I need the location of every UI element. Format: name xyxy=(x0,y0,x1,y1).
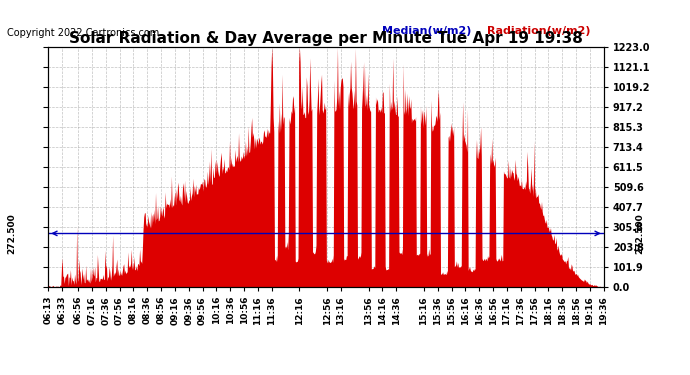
Text: 272.500: 272.500 xyxy=(635,213,644,254)
Text: Copyright 2022 Cartronics.com: Copyright 2022 Cartronics.com xyxy=(7,28,159,38)
Text: Median(w/m2): Median(w/m2) xyxy=(382,26,471,36)
Text: 272.500: 272.500 xyxy=(8,213,17,254)
Title: Solar Radiation & Day Average per Minute Tue Apr 19 19:38: Solar Radiation & Day Average per Minute… xyxy=(69,31,583,46)
Text: Radiation(w/m2): Radiation(w/m2) xyxy=(487,26,591,36)
